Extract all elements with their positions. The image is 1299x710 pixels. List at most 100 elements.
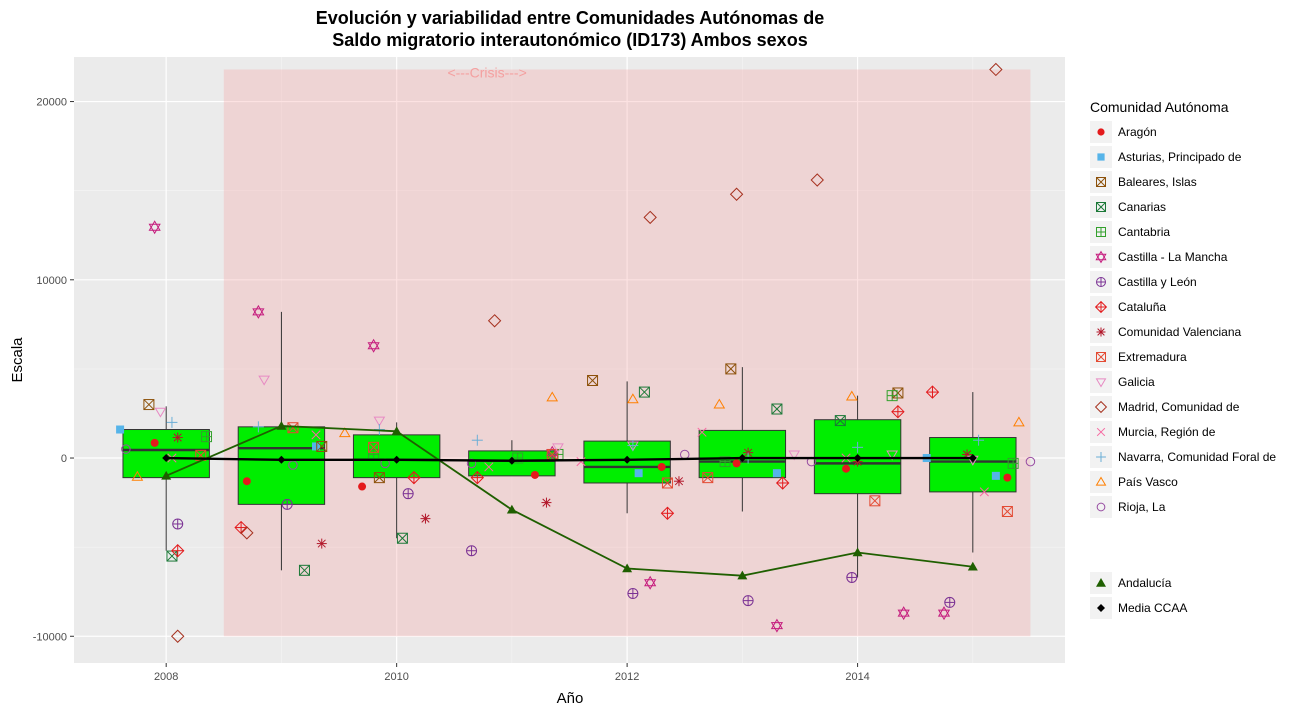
diamond <box>171 629 185 643</box>
stroke <box>1096 177 1106 187</box>
stroke <box>892 387 904 399</box>
tri-down <box>644 579 657 590</box>
point <box>869 495 881 507</box>
dot <box>732 459 741 468</box>
tri <box>788 450 801 461</box>
point <box>979 487 989 497</box>
dot <box>842 464 851 473</box>
diamond <box>968 454 977 463</box>
stroke <box>368 441 379 453</box>
tri-down <box>367 342 380 353</box>
tri <box>276 420 287 430</box>
tri-down <box>1095 253 1107 264</box>
legend-item-comunidad-valenciana: Comunidad Valenciana <box>1090 321 1242 343</box>
point <box>252 421 264 433</box>
series-comunidad-valenciana <box>172 432 973 549</box>
square <box>298 564 310 576</box>
diamond <box>989 62 1003 77</box>
legend-item-baleares-islas: Baleares, Islas <box>1090 171 1197 193</box>
legend-label: Comunidad Valenciana <box>1118 325 1242 339</box>
point <box>846 571 858 583</box>
y-tick-label: 20000 <box>36 97 67 109</box>
legend-item-cataluna: Cataluña <box>1090 296 1166 318</box>
legend-key <box>1090 371 1112 393</box>
point <box>576 456 586 467</box>
dot <box>150 438 159 447</box>
legend-label: Navarra, Comunidad Foral de <box>1118 450 1276 464</box>
stroke <box>771 403 783 415</box>
point <box>660 506 675 520</box>
point <box>643 210 657 225</box>
ring <box>1025 456 1036 467</box>
point <box>143 399 155 411</box>
square <box>311 442 320 451</box>
point <box>161 470 172 480</box>
series-castilla-y-leon <box>172 488 956 608</box>
point <box>396 532 408 544</box>
legend-symbol <box>1096 452 1106 462</box>
diamond <box>1094 400 1108 414</box>
legend-symbol <box>1096 427 1106 437</box>
diamond <box>810 173 824 187</box>
square <box>702 472 714 484</box>
point <box>171 544 185 558</box>
square <box>1096 352 1106 362</box>
legend-item-rioja-la: Rioja, La <box>1090 496 1166 518</box>
point <box>697 427 707 437</box>
stroke <box>143 399 155 410</box>
square <box>892 387 904 399</box>
point <box>967 561 978 571</box>
stroke <box>484 462 494 472</box>
point <box>131 470 144 481</box>
square <box>1001 506 1013 517</box>
x-axis-title: Año <box>557 690 584 707</box>
point <box>420 513 431 524</box>
tri-down <box>148 223 161 235</box>
legend-secondary: Andalucía Media CCAA <box>1090 572 1187 619</box>
legend-title: Comunidad Autónoma <box>1090 99 1229 115</box>
point <box>367 338 380 353</box>
legend-key <box>1090 396 1112 418</box>
series-castilla-la-mancha <box>148 220 951 633</box>
series-pais-vasco <box>131 390 1025 481</box>
point <box>772 469 781 478</box>
point <box>989 62 1003 77</box>
tri <box>258 375 271 386</box>
diamond <box>729 187 744 201</box>
legend-item-murcia-region-de: Murcia, Región de <box>1090 421 1216 443</box>
point <box>1007 457 1019 469</box>
tri-up <box>252 304 265 316</box>
stroke <box>542 498 551 507</box>
plot-panel <box>74 57 1065 663</box>
stroke <box>421 514 430 523</box>
legend-label: Canarias <box>1118 200 1166 214</box>
point <box>634 469 643 478</box>
dot <box>530 470 539 479</box>
legend-key <box>1090 496 1112 518</box>
point <box>121 444 131 454</box>
legend-symbol <box>1097 604 1105 612</box>
series-extremadura <box>195 422 1013 517</box>
point <box>627 440 639 452</box>
tri <box>338 427 351 438</box>
point <box>725 363 737 375</box>
point <box>627 393 639 404</box>
stroke <box>317 539 326 548</box>
box <box>122 429 210 479</box>
stroke <box>374 472 385 483</box>
point <box>886 450 899 461</box>
point <box>311 442 320 451</box>
point <box>338 427 351 438</box>
diamond <box>277 455 286 464</box>
point <box>407 470 421 485</box>
dot <box>1097 128 1105 136</box>
point <box>973 434 985 446</box>
point <box>466 458 477 469</box>
stroke <box>1097 328 1105 336</box>
tri <box>391 426 402 436</box>
tri <box>1095 476 1107 486</box>
stroke <box>316 441 328 452</box>
crisis-band <box>223 69 1031 637</box>
legend-key <box>1090 246 1112 268</box>
legend-item-navarra-comunidad-foral-de: Navarra, Comunidad Foral de <box>1090 446 1276 468</box>
